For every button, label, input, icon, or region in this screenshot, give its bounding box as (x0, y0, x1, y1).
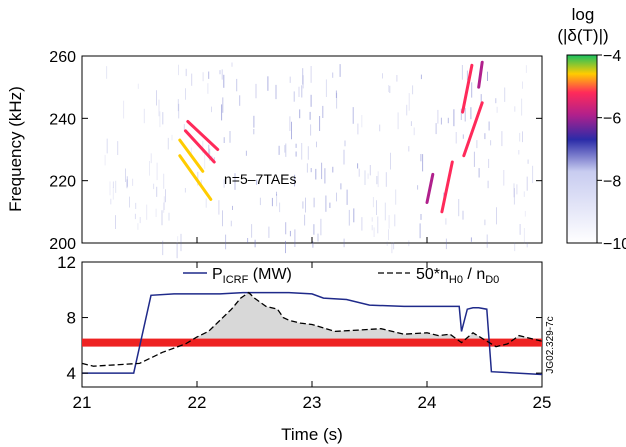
tae-mode-2 (184, 129, 216, 164)
spectrogram-panel: 200 220 240 260 Frequency (kHz) n=5–7TAEs (6, 49, 543, 259)
colorbar-tick-label--6: −6 (603, 111, 621, 128)
trace-axes: 21 22 23 24 25 4 8 12 (57, 253, 551, 412)
time-axis-label: Time (s) (281, 425, 343, 444)
threshold-band (82, 338, 542, 347)
y-tick-label-4: 4 (67, 364, 76, 383)
legend-n-name: 50*n (416, 266, 449, 283)
tae-mode-5 (440, 160, 454, 214)
x-tick-label-23: 23 (303, 393, 322, 412)
spectrogram-frame (81, 55, 543, 244)
tae-mode-1 (178, 154, 213, 201)
tae-mode-4 (425, 172, 435, 204)
y-tick-label-200: 200 (49, 236, 76, 253)
colorbar-label-line1: log (572, 5, 595, 24)
tae-modes (178, 60, 484, 214)
colorbar-tick-label--4: −4 (603, 48, 621, 65)
colorbar-gradient (566, 54, 598, 244)
colorbar-tick-label--10: −10 (603, 236, 626, 253)
tae-annotation: n=5–7TAEs (224, 171, 297, 187)
colorbar-tick-label--8: −8 (603, 173, 621, 190)
y-tick-label-240: 240 (49, 111, 76, 128)
y-tick-label-220: 220 (49, 174, 76, 191)
tae-mode-8 (477, 60, 484, 89)
trace-panel: 21 22 23 24 25 4 8 12 PICRF (MW) 50*nH0 / nD0 T… (57, 253, 556, 444)
x-tick-label-24: 24 (418, 393, 437, 412)
series-density-ratio-line (81, 291, 543, 367)
legend-entry-p-icrf: PICRF (MW) (212, 266, 292, 286)
y-tick-label-260: 260 (49, 49, 76, 66)
tae-mode-0 (178, 138, 205, 173)
colorbar-label-line2: (|δ(T)|) (557, 26, 608, 45)
tae-mode-7 (462, 101, 484, 158)
legend-p-unit: (MW) (248, 266, 292, 283)
spectrogram-noise (104, 62, 534, 259)
series-p-icrf-line (82, 291, 543, 376)
legend: PICRF (MW) 50*nH0 / nD0 (183, 266, 499, 286)
legend-p-name: P (212, 266, 223, 283)
y-tick-label-12: 12 (57, 253, 76, 272)
legend-n-mid: / n (463, 266, 485, 283)
legend-n-sub: H0 (449, 274, 463, 286)
tae-mode-3 (186, 120, 220, 151)
colorbar: log (|δ(T)|) −4 −6 −8 −10 (557, 5, 626, 253)
figure-id-label: JG02.329-7c (545, 316, 556, 373)
density-shaded-area (187, 292, 543, 343)
legend-n-sub2: D0 (485, 274, 499, 286)
x-tick-label-25: 25 (533, 393, 552, 412)
colorbar-ticks: −4 −6 −8 −10 (597, 48, 626, 253)
x-tick-label-21: 21 (73, 393, 92, 412)
legend-entry-density-ratio: 50*nH0 / nD0 (416, 266, 499, 286)
frequency-axis-label: Frequency (kHz) (6, 86, 25, 212)
x-tick-label-22: 22 (188, 393, 207, 412)
tae-mode-6 (461, 63, 474, 114)
legend-p-sub: ICRF (223, 274, 249, 286)
y-tick-label-8: 8 (67, 309, 76, 328)
spectrogram-y-axis: 200 220 240 260 (49, 49, 543, 253)
